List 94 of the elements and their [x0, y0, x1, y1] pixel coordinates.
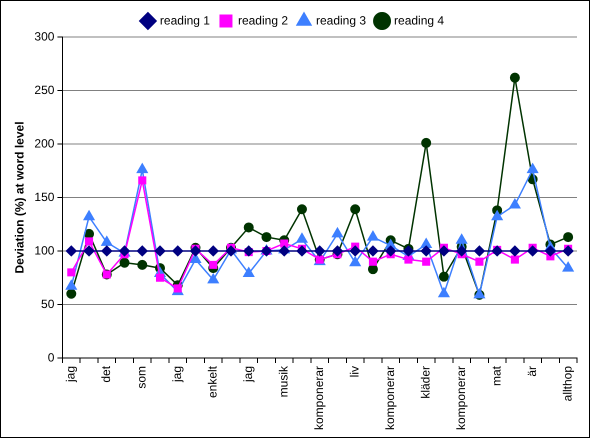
point [66, 245, 77, 256]
point [280, 239, 288, 248]
point [350, 245, 361, 256]
x-tick-label: musik [276, 364, 291, 398]
point [120, 258, 130, 268]
x-tick-label: enkelt [206, 365, 220, 398]
point [544, 245, 556, 256]
x-tick-label: komponerar [383, 366, 397, 430]
point [563, 232, 574, 242]
point [101, 245, 112, 256]
legend-label: reading 1 [160, 13, 210, 28]
x-tick-label: som [134, 366, 149, 389]
point [526, 163, 538, 174]
point [138, 176, 146, 184]
point [421, 138, 432, 148]
point [510, 72, 520, 83]
legend-label: reading 3 [316, 13, 366, 28]
point [438, 245, 450, 256]
point [190, 245, 201, 256]
point [278, 245, 290, 256]
y-tick-label: 200 [34, 136, 55, 150]
point [244, 222, 254, 232]
point [475, 258, 484, 266]
y-tick-label: 150 [34, 190, 55, 204]
point [562, 245, 574, 256]
point [402, 245, 414, 256]
y-tick-label: 300 [34, 29, 55, 44]
point [296, 245, 308, 256]
point [296, 232, 308, 243]
y-axis-title: Deviation (%) at word level [12, 121, 27, 274]
point [225, 245, 236, 256]
point [422, 258, 430, 266]
point [243, 266, 254, 277]
y-tick-label: 250 [34, 82, 55, 97]
point [208, 273, 219, 284]
x-tick-label: är [524, 366, 539, 377]
y-tick-label: 0 [48, 350, 55, 364]
legend-label: reading 4 [394, 13, 444, 28]
point [367, 245, 378, 256]
point [66, 280, 77, 290]
point [509, 245, 520, 256]
point [492, 245, 503, 256]
x-tick-label: jag [241, 366, 256, 383]
x-tick-label: komponerar [312, 366, 326, 430]
point [509, 198, 521, 208]
point [83, 210, 95, 220]
point [174, 284, 182, 292]
legend-label: reading 2 [238, 13, 288, 28]
x-tick-label: jag [170, 366, 184, 383]
x-tick-label: jag [64, 366, 78, 383]
point [332, 227, 344, 238]
point [385, 245, 396, 256]
point [474, 245, 485, 256]
point [404, 256, 412, 264]
point [367, 230, 379, 241]
point [261, 232, 272, 242]
point [243, 245, 254, 256]
point [350, 256, 361, 266]
point [154, 245, 166, 256]
point [562, 262, 574, 272]
point [296, 204, 307, 214]
x-tick-label: det [99, 365, 114, 383]
point [136, 245, 148, 256]
point [208, 245, 219, 256]
x-tick-label: kläder [418, 366, 432, 399]
point [66, 288, 76, 299]
point [368, 258, 377, 266]
y-tick-label: 50 [41, 296, 55, 311]
point [156, 274, 164, 282]
point [438, 272, 449, 282]
point [172, 245, 184, 256]
x-tick-label: komponerar [454, 366, 468, 430]
point [527, 245, 538, 256]
point [84, 245, 95, 256]
point [85, 237, 94, 246]
point [209, 260, 218, 269]
point [350, 204, 360, 214]
y-tick-label: 100 [34, 243, 55, 258]
x-tick-label: mat [489, 365, 504, 386]
point [456, 234, 468, 244]
point [67, 268, 76, 276]
x-tick-label: liv [348, 366, 362, 378]
point [314, 245, 326, 256]
point [137, 260, 148, 270]
point [368, 264, 378, 274]
point [332, 245, 343, 256]
point [456, 245, 468, 256]
point [510, 256, 519, 264]
point [101, 236, 112, 246]
point [491, 210, 503, 220]
x-tick-label: allthop [560, 366, 574, 402]
point [438, 287, 450, 298]
point [136, 163, 148, 174]
point [420, 245, 432, 256]
